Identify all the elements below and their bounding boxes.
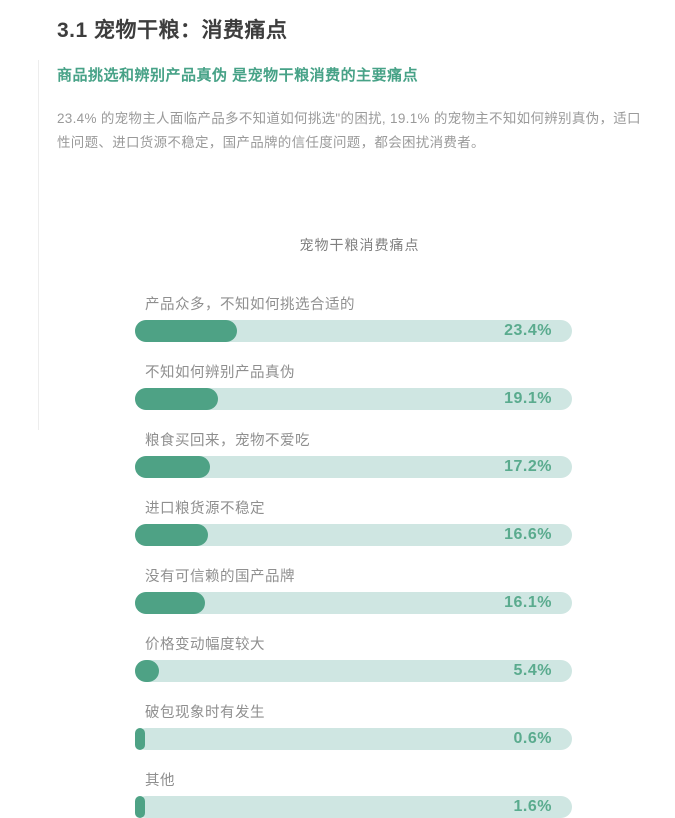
bar-chart-rows: 产品众多，不知如何挑选合适的 23.4% 不知如何辨别产品真伪 19.1% 粮食… bbox=[135, 295, 572, 818]
bar-track: 19.1% bbox=[135, 388, 572, 410]
bar-track: 0.6% bbox=[135, 728, 572, 750]
bar-value: 5.4% bbox=[513, 662, 552, 679]
bar-row: 不知如何辨别产品真伪 19.1% bbox=[135, 363, 572, 410]
bar-fill bbox=[135, 524, 208, 546]
bar-fill bbox=[135, 456, 211, 478]
bar-label: 粮食买回来，宠物不爱吃 bbox=[145, 433, 310, 449]
bar-track: 5.4% bbox=[135, 660, 572, 682]
bar-value: 1.6% bbox=[513, 798, 552, 815]
bar-value: 19.1% bbox=[504, 390, 552, 407]
bar-track: 23.4% bbox=[135, 320, 572, 342]
bar-track: 16.6% bbox=[135, 524, 572, 546]
bar-track: 17.2% bbox=[135, 456, 572, 478]
bar-value: 16.6% bbox=[504, 526, 552, 543]
bar-value: 0.6% bbox=[513, 730, 552, 747]
bar-fill bbox=[135, 320, 238, 342]
bar-label: 其他 bbox=[145, 773, 175, 789]
bar-fill bbox=[135, 660, 159, 682]
section-subtitle: 商品挑选和辨别产品真伪 是宠物干粮消费的主要痛点 bbox=[57, 67, 419, 84]
bar-row: 破包现象时有发生 0.6% bbox=[135, 703, 572, 750]
bar-row: 进口粮货源不稳定 16.6% bbox=[135, 499, 572, 546]
bar-row: 产品众多，不知如何挑选合适的 23.4% bbox=[135, 295, 572, 342]
chart-title: 宠物干粮消费痛点 bbox=[299, 237, 420, 253]
bar-label: 进口粮货源不稳定 bbox=[145, 501, 265, 517]
bar-row: 没有可信赖的国产品牌 16.1% bbox=[135, 567, 572, 614]
scan-artifact-line bbox=[38, 60, 39, 430]
bar-fill bbox=[135, 728, 145, 750]
body-paragraph: 23.4% 的宠物主人面临产品多不知道如何挑选"的困扰, 19.1% 的宠物主不… bbox=[57, 111, 641, 150]
bar-fill bbox=[135, 388, 219, 410]
bar-value: 17.2% bbox=[504, 458, 552, 475]
bar-value: 23.4% bbox=[504, 322, 552, 339]
bar-fill bbox=[135, 796, 145, 818]
bar-label: 没有可信赖的国产品牌 bbox=[145, 569, 295, 585]
bar-label: 价格变动幅度较大 bbox=[145, 637, 265, 653]
bar-label: 破包现象时有发生 bbox=[145, 705, 265, 721]
bar-track: 16.1% bbox=[135, 592, 572, 614]
bar-fill bbox=[135, 592, 206, 614]
bar-row: 粮食买回来，宠物不爱吃 17.2% bbox=[135, 431, 572, 478]
header-section: 3.1 宠物干粮：消费痛点 商品挑选和辨别产品真伪 是宠物干粮消费的主要痛点 2… bbox=[0, 0, 675, 155]
bar-value: 16.1% bbox=[504, 594, 552, 611]
bar-chart: 宠物干粮消费痛点 产品众多，不知如何挑选合适的 23.4% 不知如何辨别产品真伪… bbox=[135, 235, 572, 818]
page-title: 3.1 宠物干粮：消费痛点 bbox=[57, 19, 288, 42]
bar-label: 不知如何辨别产品真伪 bbox=[145, 365, 295, 381]
bar-label: 产品众多，不知如何挑选合适的 bbox=[145, 297, 355, 313]
bar-row: 价格变动幅度较大 5.4% bbox=[135, 635, 572, 682]
bar-row: 其他 1.6% bbox=[135, 771, 572, 818]
bar-track: 1.6% bbox=[135, 796, 572, 818]
